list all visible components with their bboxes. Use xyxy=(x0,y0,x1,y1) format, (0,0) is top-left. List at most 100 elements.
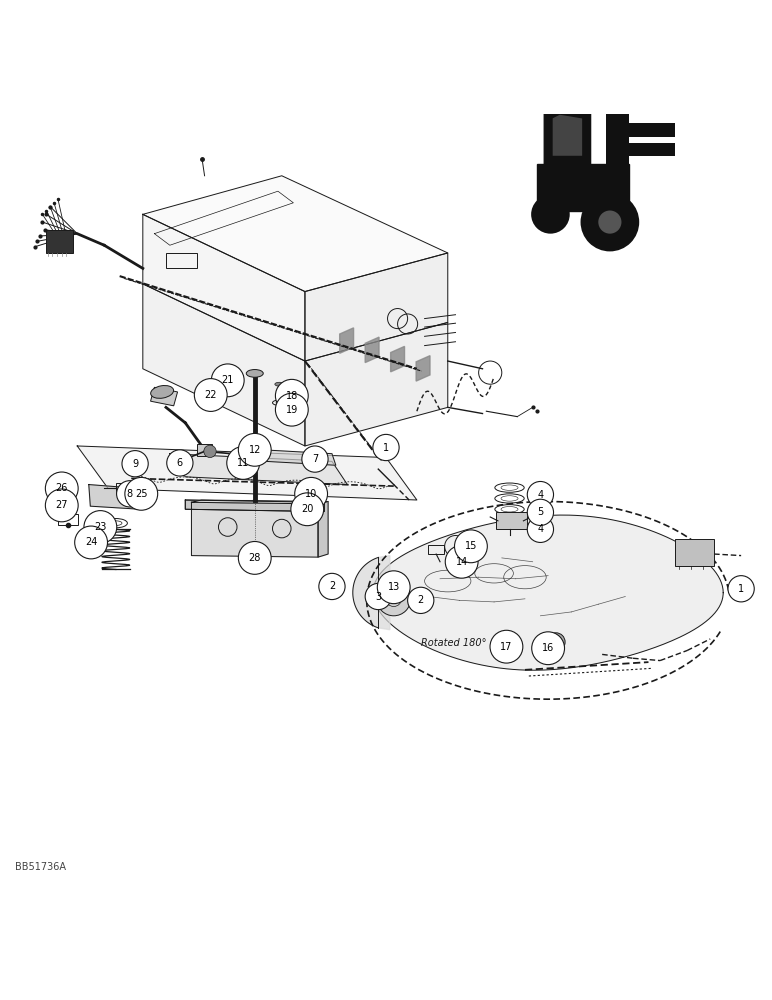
Polygon shape xyxy=(143,284,305,446)
Text: 20: 20 xyxy=(301,504,313,514)
Bar xyxy=(197,444,212,456)
Polygon shape xyxy=(353,556,390,630)
Polygon shape xyxy=(537,164,629,211)
Circle shape xyxy=(728,576,754,602)
Circle shape xyxy=(373,434,399,461)
Circle shape xyxy=(117,481,143,507)
Circle shape xyxy=(122,451,148,477)
Text: 9: 9 xyxy=(132,459,138,469)
Text: 8: 8 xyxy=(127,489,133,499)
Bar xyxy=(58,514,78,525)
Polygon shape xyxy=(373,515,723,670)
Circle shape xyxy=(295,477,327,510)
Circle shape xyxy=(527,499,554,525)
Text: 28: 28 xyxy=(249,553,261,563)
Polygon shape xyxy=(629,123,676,137)
Circle shape xyxy=(167,450,193,476)
Text: 19: 19 xyxy=(286,405,298,415)
Polygon shape xyxy=(416,356,430,381)
Text: 24: 24 xyxy=(85,537,97,547)
Text: 10: 10 xyxy=(305,489,317,499)
Circle shape xyxy=(490,630,523,663)
Text: 27: 27 xyxy=(56,500,68,510)
Text: 25: 25 xyxy=(135,489,147,499)
Polygon shape xyxy=(305,322,448,446)
Bar xyxy=(166,253,197,268)
Text: BB51736A: BB51736A xyxy=(15,862,66,872)
Text: 4: 4 xyxy=(537,524,543,534)
Polygon shape xyxy=(606,102,629,211)
Polygon shape xyxy=(191,500,328,504)
Text: 16: 16 xyxy=(542,643,554,653)
Circle shape xyxy=(291,493,323,526)
Bar xyxy=(428,545,444,554)
Circle shape xyxy=(195,379,227,411)
Text: 11: 11 xyxy=(237,458,249,468)
Circle shape xyxy=(239,541,271,574)
Circle shape xyxy=(455,530,487,563)
Circle shape xyxy=(239,433,271,466)
Circle shape xyxy=(581,193,639,251)
Text: 23: 23 xyxy=(94,522,107,532)
Circle shape xyxy=(532,632,564,665)
Circle shape xyxy=(531,195,570,234)
Text: 7: 7 xyxy=(312,454,318,464)
Text: 17: 17 xyxy=(500,642,513,652)
Text: Rotated 180°: Rotated 180° xyxy=(421,638,486,648)
Circle shape xyxy=(598,211,621,234)
Circle shape xyxy=(365,583,391,610)
Circle shape xyxy=(445,545,478,578)
Circle shape xyxy=(46,489,78,522)
Circle shape xyxy=(204,445,216,458)
Polygon shape xyxy=(365,337,379,363)
Circle shape xyxy=(527,481,554,508)
Text: 21: 21 xyxy=(222,375,234,385)
Circle shape xyxy=(319,573,345,600)
Polygon shape xyxy=(391,346,405,372)
Text: 2: 2 xyxy=(418,595,424,605)
Circle shape xyxy=(408,587,434,613)
Polygon shape xyxy=(77,446,417,500)
Text: 22: 22 xyxy=(205,390,217,400)
Circle shape xyxy=(276,379,308,412)
Circle shape xyxy=(46,472,78,505)
Ellipse shape xyxy=(246,370,263,377)
Text: 3: 3 xyxy=(375,591,381,601)
Circle shape xyxy=(125,477,157,510)
Bar xyxy=(676,539,714,566)
Circle shape xyxy=(212,364,244,397)
Polygon shape xyxy=(151,387,178,406)
Text: 13: 13 xyxy=(388,582,400,592)
Text: 15: 15 xyxy=(465,541,477,551)
Circle shape xyxy=(84,511,117,543)
Circle shape xyxy=(378,571,410,604)
Text: 26: 26 xyxy=(56,483,68,493)
Polygon shape xyxy=(340,328,354,353)
Polygon shape xyxy=(185,500,324,512)
Circle shape xyxy=(75,526,107,559)
Circle shape xyxy=(527,516,554,542)
Circle shape xyxy=(377,582,411,616)
Polygon shape xyxy=(191,502,318,557)
Polygon shape xyxy=(170,454,347,485)
Polygon shape xyxy=(629,143,676,156)
Text: 5: 5 xyxy=(537,507,543,517)
Text: 4: 4 xyxy=(537,490,543,500)
Polygon shape xyxy=(89,485,141,509)
Polygon shape xyxy=(544,102,591,164)
Polygon shape xyxy=(262,450,336,465)
Ellipse shape xyxy=(151,386,174,398)
Text: 12: 12 xyxy=(249,445,261,455)
Text: 1: 1 xyxy=(383,443,389,453)
Polygon shape xyxy=(552,114,583,156)
Circle shape xyxy=(227,447,259,479)
Bar xyxy=(496,512,527,529)
Ellipse shape xyxy=(275,382,284,386)
Polygon shape xyxy=(318,502,328,557)
Text: 2: 2 xyxy=(329,581,335,591)
Text: 18: 18 xyxy=(286,391,298,401)
Bar xyxy=(116,483,135,492)
Circle shape xyxy=(276,393,308,426)
Circle shape xyxy=(302,446,328,472)
Text: 1: 1 xyxy=(738,584,744,594)
